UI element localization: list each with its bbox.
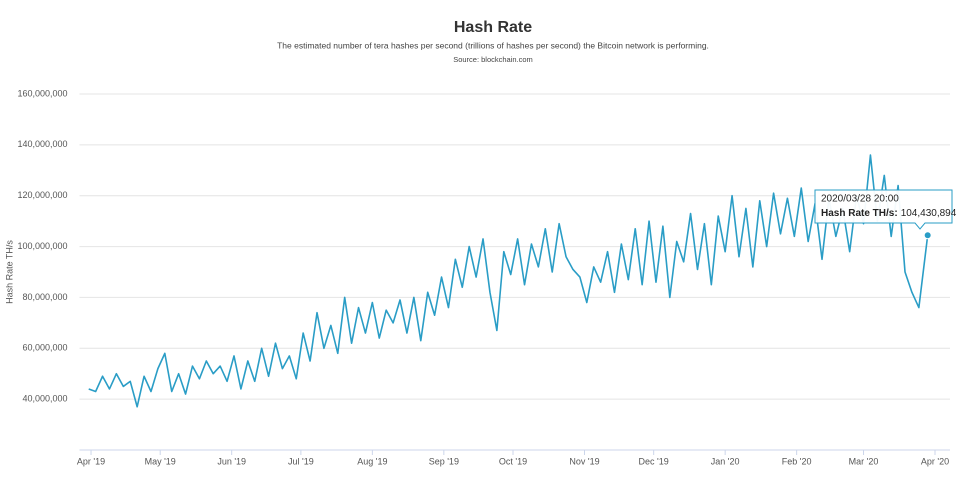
x-tick-label: Aug '19 — [357, 456, 387, 466]
y-tick-label: 160,000,000 — [17, 88, 67, 98]
y-tick-label: 100,000,000 — [17, 241, 67, 251]
tooltip: 2020/03/28 20:00 Hash Rate TH/s: 104,430,8… — [814, 189, 957, 240]
x-tick-label: Sep '19 — [429, 456, 459, 466]
hover-point — [923, 231, 932, 240]
x-tick-label: Oct '19 — [499, 456, 527, 466]
tooltip-box — [814, 189, 953, 230]
x-tick-label: Nov '19 — [569, 456, 599, 466]
chart-title: Hash Rate — [454, 19, 532, 36]
grid: 40,000,000 60,000,000 80,000,000 100,000,00… — [17, 88, 950, 466]
y-axis-label: Hash Rate TH/s — [4, 240, 14, 304]
data-line — [88, 154, 929, 408]
tooltip-title: 2020/03/28 20:00 — [821, 194, 899, 205]
x-tick-label: May '19 — [145, 456, 176, 466]
tooltip-row: Hash Rate TH/s: 104,430,894 — [821, 208, 957, 219]
tooltip-value: 104,430,894 — [901, 208, 957, 219]
x-tick-label: Feb '20 — [782, 456, 812, 466]
y-tick-label: 40,000,000 — [22, 394, 67, 404]
x-tick-label: Apr '20 — [921, 456, 949, 466]
y-tick-label: 60,000,000 — [22, 343, 67, 353]
chart-subtitle: The estimated number of tera hashes per … — [277, 40, 709, 50]
x-tick-label: Jun '19 — [217, 456, 246, 466]
x-tick-label: Apr '19 — [77, 456, 105, 466]
x-tick-label: Dec '19 — [639, 456, 669, 466]
y-tick-label: 140,000,000 — [17, 139, 67, 149]
x-tick-label: Mar '20 — [849, 456, 879, 466]
x-tick-label: Jul '19 — [288, 456, 314, 466]
tooltip-series: Hash Rate TH/s: — [821, 208, 898, 219]
plot — [88, 154, 929, 408]
chart-source: Source: blockchain.com — [453, 55, 533, 64]
y-tick-label: 80,000,000 — [22, 292, 67, 302]
x-tick-label: Jan '20 — [711, 456, 740, 466]
y-tick-label: 120,000,000 — [17, 190, 67, 200]
